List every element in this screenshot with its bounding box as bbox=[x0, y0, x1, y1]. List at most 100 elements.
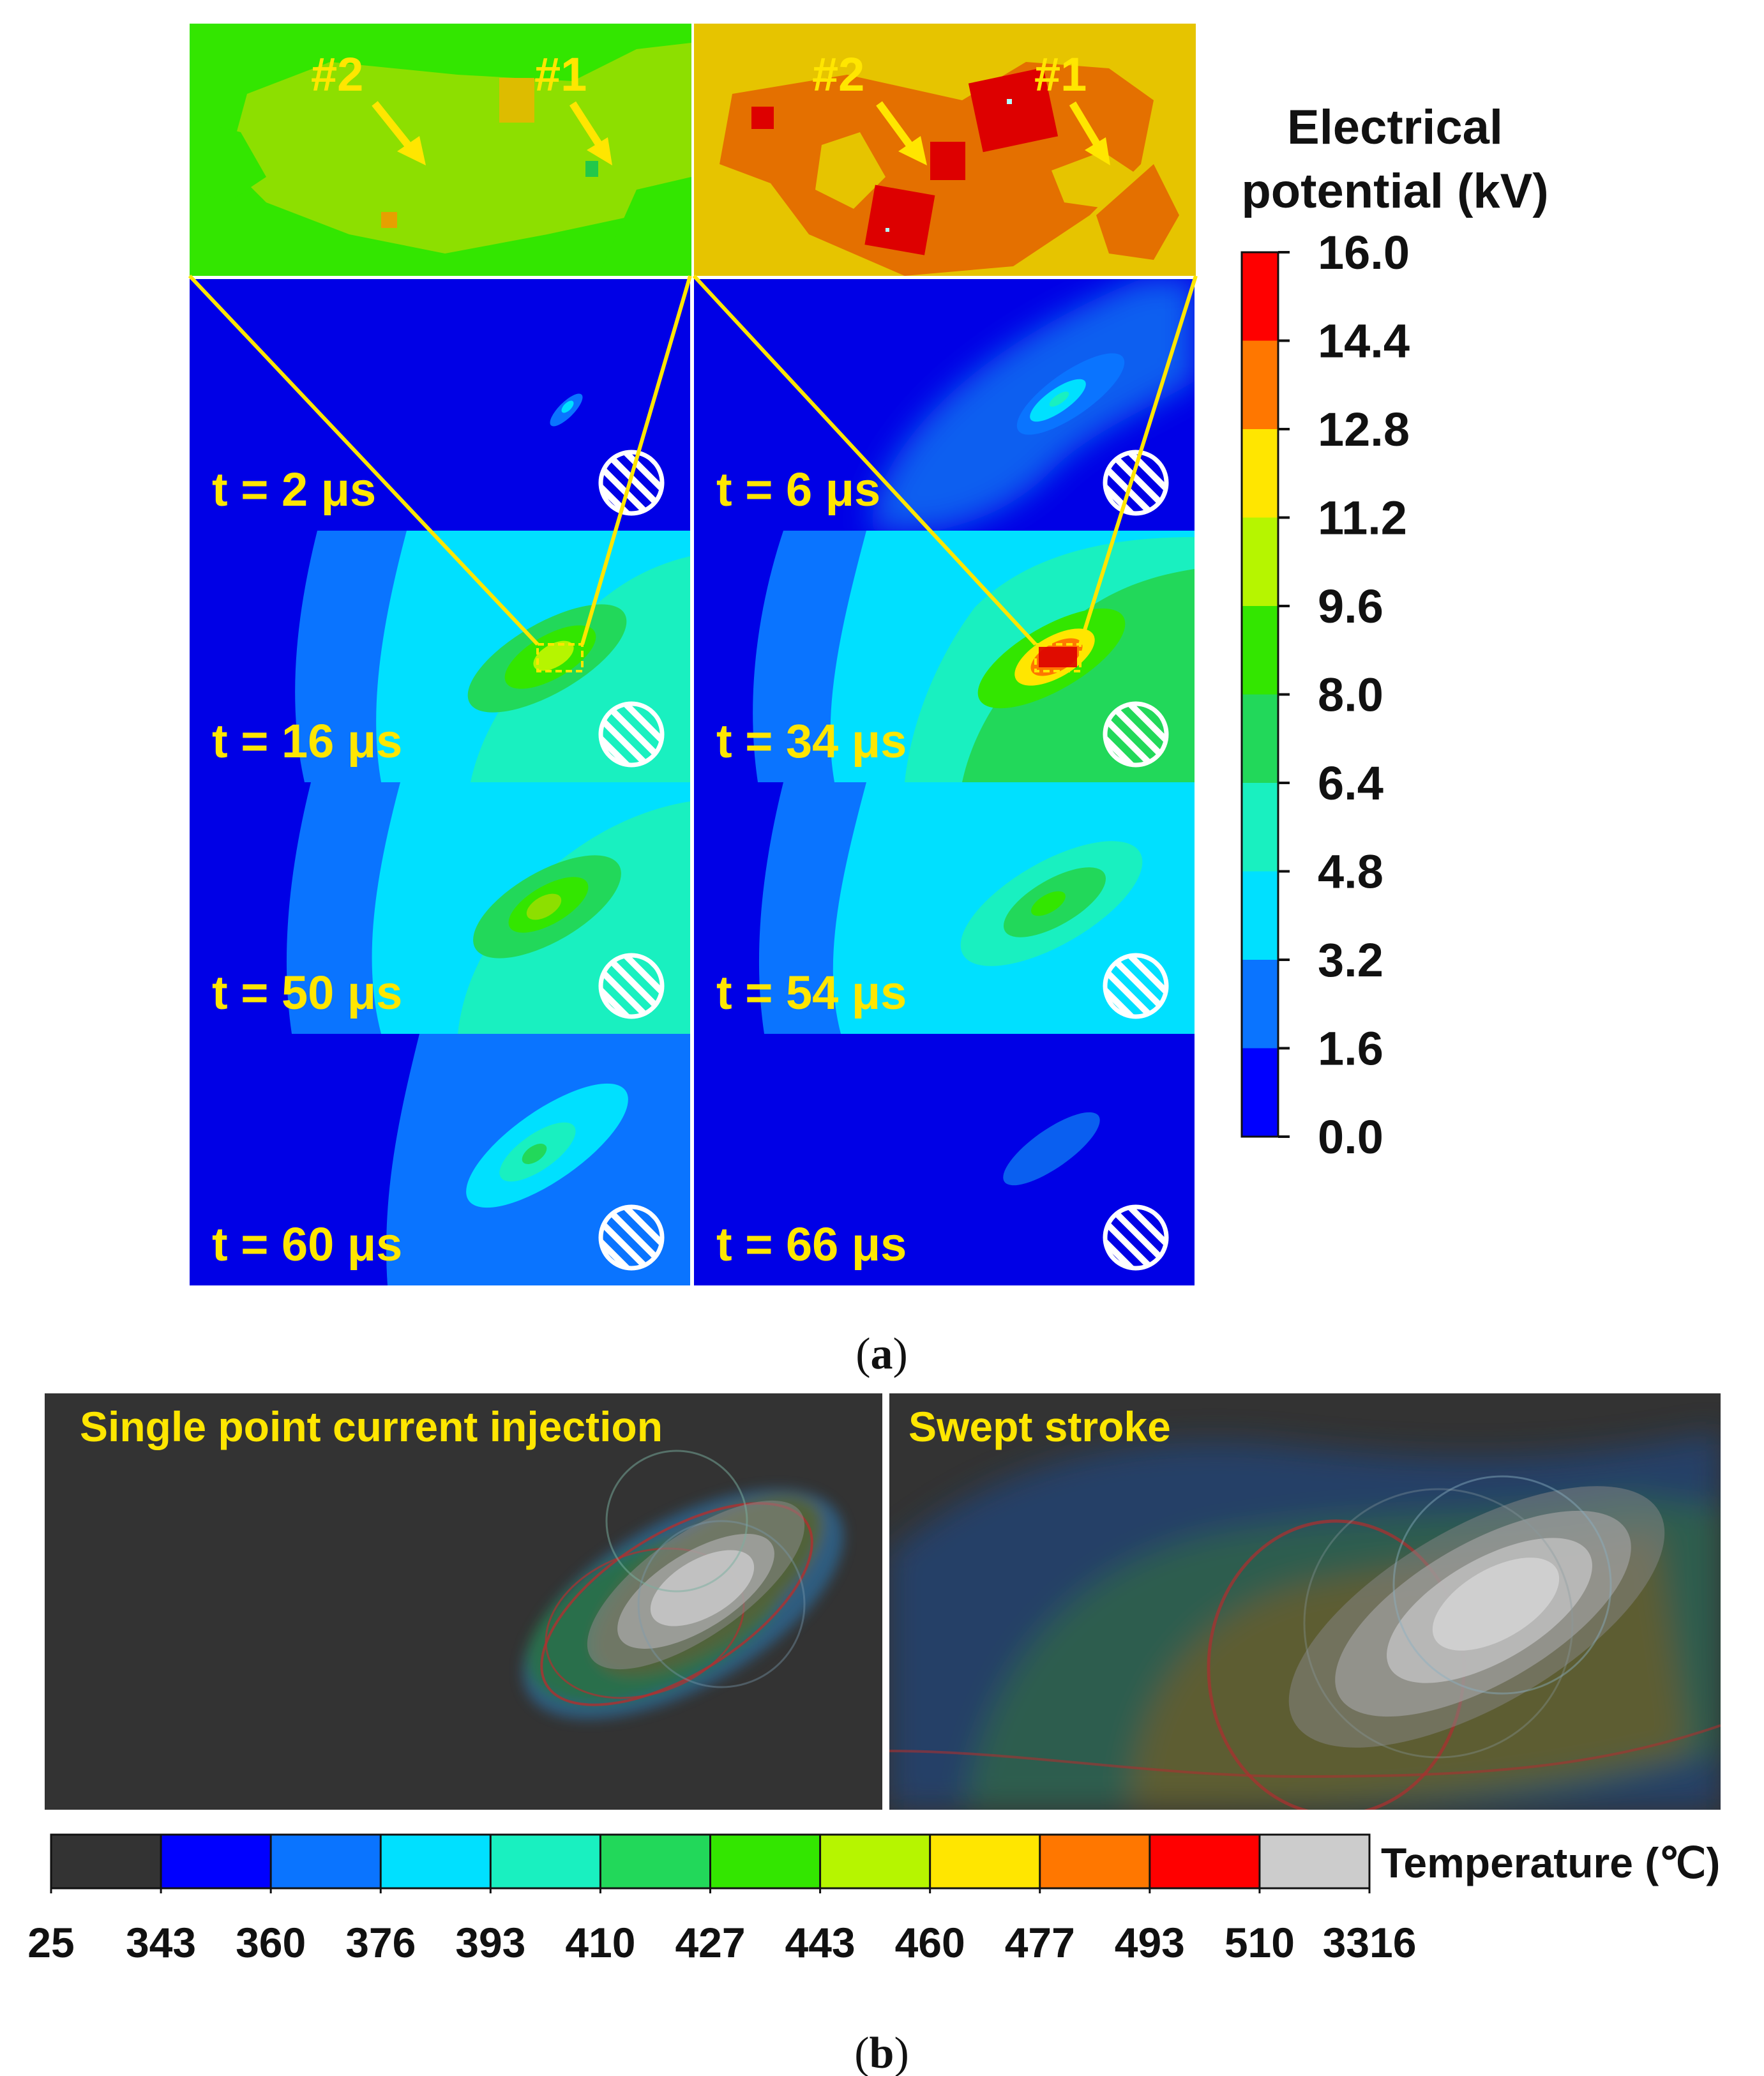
potential-colorbar-band bbox=[1242, 871, 1278, 960]
time-label: t = 54 μs bbox=[716, 966, 907, 1019]
temperature-colorbar-band bbox=[600, 1835, 711, 1888]
temperature-colorbar-title: Temperature (℃) bbox=[1381, 1839, 1720, 1886]
time-label: t = 34 μs bbox=[716, 715, 907, 768]
panel-title-swept-stroke: Swept stroke bbox=[908, 1403, 1171, 1450]
potential-colorbar-tick-label: 9.6 bbox=[1318, 580, 1383, 633]
zoom-panel-left: #2 #1 bbox=[190, 24, 691, 276]
temperature-colorbar-band bbox=[271, 1835, 381, 1888]
marker-2-label-right: #2 bbox=[812, 48, 864, 101]
potential-colorbar-band bbox=[1242, 783, 1278, 872]
temperature-colorbar-band bbox=[161, 1835, 271, 1888]
potential-colorbar-band bbox=[1242, 517, 1278, 607]
potential-panel: t = 54 μs bbox=[694, 782, 1195, 1034]
potential-colorbar-tick-label: 4.8 bbox=[1318, 845, 1383, 898]
electrode-hatch-icon bbox=[1103, 701, 1169, 768]
zoom-region-box bbox=[1034, 643, 1082, 672]
temperature-colorbar-outline bbox=[50, 1833, 1371, 1890]
time-label: t = 6 μs bbox=[716, 463, 880, 516]
temperature-colorbar-band bbox=[820, 1835, 931, 1888]
temperature-colorbar-tick-label: 360 bbox=[236, 1919, 306, 1966]
potential-colorbar-band bbox=[1242, 252, 1278, 341]
potential-colorbar-band bbox=[1242, 694, 1278, 784]
temperature-colorbar-tick-label: 3316 bbox=[1323, 1919, 1417, 1966]
time-label: t = 16 μs bbox=[212, 715, 402, 768]
caption-b: (b) bbox=[854, 2029, 909, 2076]
electrode-hatch-icon bbox=[598, 701, 665, 768]
temperature-colorbar-tick-label: 25 bbox=[27, 1919, 74, 1966]
potential-colorbar-band bbox=[1242, 1048, 1278, 1137]
potential-panel: t = 16 μs bbox=[190, 531, 690, 782]
marker-2-arrowhead-left bbox=[397, 136, 426, 165]
zoom-region-box bbox=[536, 643, 584, 672]
temperature-colorbar-band bbox=[1149, 1835, 1260, 1888]
electrode-hatch-icon bbox=[598, 1204, 665, 1271]
potential-colorbar-tick-label: 14.4 bbox=[1318, 315, 1410, 368]
potential-colorbar-band bbox=[1242, 340, 1278, 430]
potential-panel: t = 34 μs bbox=[694, 531, 1195, 782]
temperature-colorbar-tick-label: 460 bbox=[895, 1919, 965, 1966]
time-label: t = 60 μs bbox=[212, 1218, 402, 1271]
potential-colorbar-band bbox=[1242, 429, 1278, 518]
temperature-colorbar-band bbox=[1039, 1835, 1150, 1888]
potential-colorbar-tick-label: 16.0 bbox=[1318, 226, 1410, 279]
zoom-connector-line bbox=[188, 274, 539, 646]
caption-a: (a) bbox=[856, 1330, 908, 1379]
temperature-colorbar-tick-label: 443 bbox=[785, 1919, 856, 1966]
potential-colorbar-tick-label: 0.0 bbox=[1318, 1110, 1383, 1163]
time-label: t = 66 μs bbox=[716, 1218, 907, 1271]
potential-colorbar-band bbox=[1242, 960, 1278, 1049]
temperature-colorbar-band bbox=[1259, 1835, 1370, 1888]
electrode-hatch-icon bbox=[1103, 1204, 1169, 1271]
potential-colorbar-band bbox=[1242, 606, 1278, 695]
potential-panel: t = 6 μs bbox=[694, 279, 1195, 531]
potential-colorbar: Electrical potential (kV) 16.0 14.4 12.8 11… bbox=[1240, 100, 1549, 1163]
temperature-colorbar-tick-label: 510 bbox=[1225, 1919, 1295, 1966]
zoom-panel-right: #2 #1 bbox=[694, 24, 1196, 276]
potential-colorbar-title-1: Electrical bbox=[1287, 100, 1503, 155]
potential-colorbar-tick-label: 8.0 bbox=[1318, 669, 1383, 722]
temperature-colorbar-tick-label: 376 bbox=[345, 1919, 416, 1966]
marker-1-arrow-right bbox=[1069, 101, 1103, 151]
temperature-colorbar-band bbox=[381, 1835, 491, 1888]
marker-2-arrow-left bbox=[372, 101, 416, 154]
potential-panel: t = 2 μs bbox=[190, 279, 690, 531]
zoom-connector-line bbox=[1078, 275, 1198, 645]
marker-2-label-left: #2 bbox=[311, 48, 363, 101]
temperature-colorbar: 25 343 360 376 393 410 427 443 460 477 493 510 3316 … bbox=[27, 1833, 1720, 1966]
potential-colorbar-title-2: potential (kV) bbox=[1241, 164, 1548, 218]
electrode-hatch-icon bbox=[1103, 450, 1169, 516]
marker-2-arrowhead-right bbox=[898, 136, 927, 165]
temperature-panel-left: Single point current injection bbox=[45, 1393, 882, 1810]
potential-colorbar-tick-label: 6.4 bbox=[1318, 757, 1383, 810]
marker-2-arrow-right bbox=[876, 101, 917, 154]
potential-colorbar-tick-label: 11.2 bbox=[1318, 492, 1407, 545]
marker-1-label-right: #1 bbox=[1034, 48, 1087, 101]
temperature-colorbar-tick-label: 393 bbox=[455, 1919, 525, 1966]
temperature-colorbar-band bbox=[51, 1835, 162, 1888]
zoom-connector-line bbox=[580, 275, 692, 645]
marker-1-arrow-left bbox=[569, 101, 605, 151]
temperature-colorbar-band bbox=[710, 1835, 821, 1888]
time-label: t = 2 μs bbox=[212, 463, 376, 516]
figure-b: Single point current injection bbox=[27, 1393, 1721, 2076]
potential-colorbar-tick-label: 1.6 bbox=[1318, 1022, 1383, 1075]
temperature-colorbar-tick-label: 477 bbox=[1005, 1919, 1075, 1966]
time-label: t = 50 μs bbox=[212, 966, 402, 1019]
potential-colorbar-tick-label: 3.2 bbox=[1318, 934, 1383, 987]
temperature-colorbar-tick-label: 493 bbox=[1115, 1919, 1185, 1966]
temperature-colorbar-band bbox=[930, 1835, 1041, 1888]
marker-1-label-left: #1 bbox=[534, 48, 587, 101]
temperature-colorbar-tick-label: 427 bbox=[675, 1919, 745, 1966]
panel-title-single-point: Single point current injection bbox=[80, 1403, 663, 1450]
zoom-connector-line bbox=[692, 274, 1037, 646]
marker-1-arrowhead-right bbox=[1085, 137, 1110, 165]
electrode-hatch-icon bbox=[1103, 953, 1169, 1019]
potential-colorbar-tick-label: 12.8 bbox=[1318, 403, 1410, 456]
potential-panel: t = 50 μs bbox=[190, 782, 690, 1034]
potential-panel: t = 60 μs bbox=[190, 1034, 690, 1285]
marker-1-arrowhead-left bbox=[587, 137, 612, 165]
temperature-colorbar-tick-label: 410 bbox=[565, 1919, 635, 1966]
figure-a: #2 #1 #2 #1 bbox=[186, 20, 1549, 1379]
temperature-panel-right: Swept stroke bbox=[889, 1393, 1721, 1810]
